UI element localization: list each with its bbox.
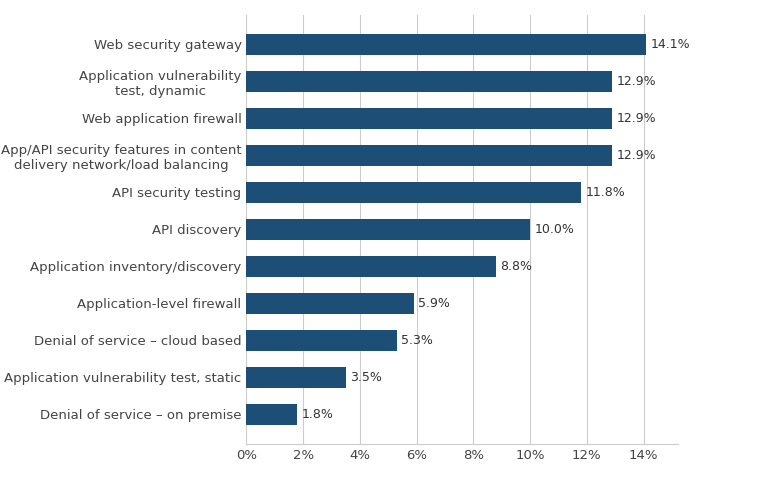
Bar [246, 182, 581, 203]
Bar [246, 330, 397, 350]
Text: 14.1%: 14.1% [651, 38, 690, 51]
Text: 3.5%: 3.5% [350, 371, 382, 384]
Text: 5.9%: 5.9% [418, 297, 450, 310]
Bar [246, 145, 612, 165]
Text: 5.3%: 5.3% [401, 334, 433, 347]
Bar [246, 367, 346, 387]
Text: 8.8%: 8.8% [500, 260, 532, 273]
Bar [246, 34, 646, 55]
Text: 11.8%: 11.8% [585, 186, 625, 199]
Bar [246, 256, 496, 277]
Bar [246, 108, 612, 128]
Text: 1.8%: 1.8% [302, 408, 333, 421]
Text: 12.9%: 12.9% [617, 112, 656, 125]
Text: 12.9%: 12.9% [617, 75, 656, 88]
Bar [246, 404, 297, 425]
Text: 10.0%: 10.0% [534, 223, 574, 236]
Bar [246, 293, 413, 314]
Bar [246, 219, 530, 240]
Text: 12.9%: 12.9% [617, 149, 656, 162]
Bar [246, 71, 612, 92]
